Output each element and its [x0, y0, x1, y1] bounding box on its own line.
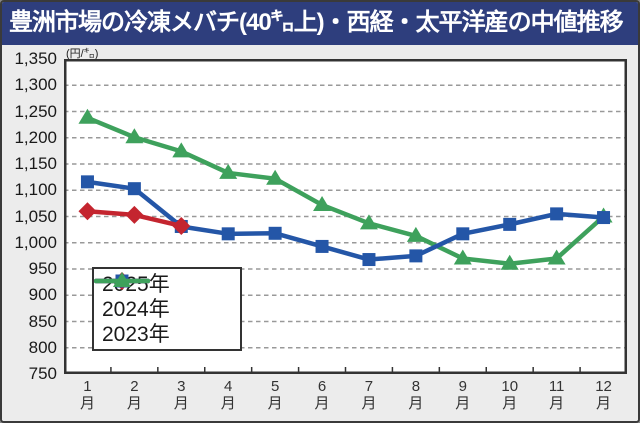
chart-area: (円/㌔) 1,350 1,300 1,250 1,200 1,150 1,100 1,05… — [2, 45, 638, 421]
y-tick-label: 1,300 — [14, 75, 57, 95]
triangle-marker — [125, 128, 144, 144]
triangle-marker — [172, 142, 191, 158]
square-marker — [456, 227, 470, 241]
y-tick-label: 1,000 — [14, 232, 57, 252]
triangle-marker — [359, 214, 378, 230]
plot-border — [64, 59, 627, 374]
y-tick-label: 950 — [28, 259, 57, 278]
y-tick-label: 1,050 — [14, 206, 57, 226]
y-tick-label: 1,200 — [14, 127, 57, 147]
legend-label: 2024年 — [102, 298, 170, 321]
diamond-marker — [78, 202, 97, 221]
legend: 2025年 2024年 2023年 — [92, 267, 242, 351]
diamond-marker — [125, 205, 144, 224]
square-marker — [597, 211, 611, 225]
triangle-marker — [113, 272, 131, 287]
y-tick-label: 800 — [28, 337, 57, 357]
triangle-marker — [313, 195, 332, 211]
square-marker — [221, 227, 235, 241]
square-marker — [315, 239, 329, 253]
triangle-marker — [406, 226, 425, 242]
y-tick-label: 900 — [28, 285, 57, 305]
series-line-2024年 — [85, 179, 606, 262]
square-marker — [127, 182, 141, 196]
square-marker — [268, 226, 282, 240]
y-tick-label: 1,100 — [14, 180, 57, 200]
legend-item-2023年: 2023年 — [94, 272, 234, 347]
diamond-marker — [172, 216, 191, 235]
page-title: 豊洲市場の冷凍メバチ(40㌔上)・西経・太平洋産の中値推移 — [2, 2, 638, 45]
triangle-marker — [78, 108, 97, 124]
x-tick-label: 12 月 — [595, 378, 612, 412]
y-tick-label: 850 — [28, 311, 57, 331]
x-tick-label: 10 月 — [501, 378, 519, 412]
y-tick-label: 1,150 — [14, 154, 57, 173]
y-axis-labels: 1,350 1,300 1,250 1,200 1,150 1,100 1,050 1,000… — [2, 50, 59, 383]
legend-item-2024年: 2024年 — [94, 274, 234, 322]
legend-label: 2023年 — [102, 323, 170, 346]
triangle-marker — [219, 163, 238, 179]
triangle-marker — [500, 254, 519, 270]
series-line-2023年 — [85, 115, 606, 266]
square-marker — [550, 207, 564, 221]
triangle-legend-swatch — [94, 272, 150, 287]
triangle-marker — [547, 249, 566, 265]
square-marker — [503, 217, 517, 231]
square-marker — [80, 175, 94, 189]
x-tick-label: 11 月 — [548, 378, 565, 412]
y-tick-label: 750 — [28, 364, 57, 383]
square-marker — [362, 253, 376, 267]
square-marker — [409, 249, 423, 263]
plot-area: 2025年 2024年 2023年 — [64, 59, 627, 374]
y-axis-unit-label: (円/㌔) — [66, 48, 99, 60]
triangle-marker — [266, 169, 285, 185]
y-tick-label: 1,250 — [14, 101, 57, 121]
x-axis-labels: 1 月 2 月 3 月 4 月 5 月 6 月 7 月 8 月 9 月 10 月 11 月 12 月 — [64, 378, 627, 418]
y-tick-label: 1,350 — [14, 49, 57, 68]
plot-svg — [64, 59, 627, 374]
triangle-marker — [453, 249, 472, 265]
